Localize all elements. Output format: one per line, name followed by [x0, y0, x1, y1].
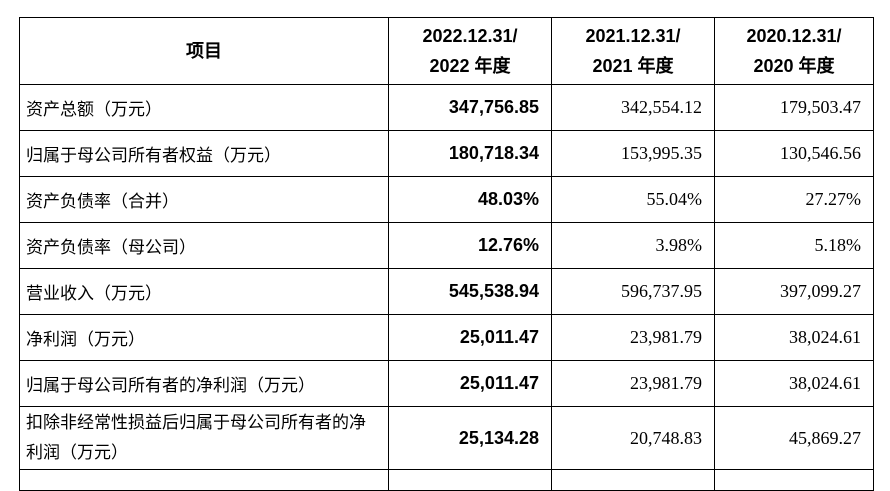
cell-value: 545,538.94: [388, 268, 552, 315]
header-2021: 2021.12.31/2021 年度: [551, 17, 715, 85]
empty-cell: [551, 469, 715, 491]
row-label: 资产总额（万元）: [19, 84, 389, 131]
cell-value: 25,011.47: [388, 314, 552, 361]
header-2020: 2020.12.31/2020 年度: [714, 17, 874, 85]
cell-value: 397,099.27: [714, 268, 874, 315]
row-label: 归属于母公司所有者权益（万元）: [19, 130, 389, 177]
cell-value: 130,546.56: [714, 130, 874, 177]
table-row: [19, 469, 874, 491]
cell-value: 48.03%: [388, 176, 552, 223]
row-label: 归属于母公司所有者的净利润（万元）: [19, 360, 389, 407]
row-label: 资产负债率（母公司）: [19, 222, 389, 269]
cell-value: 3.98%: [551, 222, 715, 269]
cell-value: 25,134.28: [388, 406, 552, 470]
cell-value: 180,718.34: [388, 130, 552, 177]
cell-value: 27.27%: [714, 176, 874, 223]
cell-value: 5.18%: [714, 222, 874, 269]
empty-cell: [714, 469, 874, 491]
financial-table: 项目 2022.12.31/2022 年度 2021.12.31/2021 年度…: [19, 17, 874, 491]
cell-value: 347,756.85: [388, 84, 552, 131]
cell-value: 342,554.12: [551, 84, 715, 131]
table-row: 资产负债率（母公司） 12.76% 3.98% 5.18%: [19, 222, 874, 269]
empty-cell: [19, 469, 389, 491]
table-row: 资产总额（万元） 347,756.85 342,554.12 179,503.47: [19, 84, 874, 131]
cell-value: 596,737.95: [551, 268, 715, 315]
cell-value: 25,011.47: [388, 360, 552, 407]
cell-value: 153,995.35: [551, 130, 715, 177]
cell-value: 38,024.61: [714, 360, 874, 407]
cell-value: 179,503.47: [714, 84, 874, 131]
header-item: 项目: [19, 17, 389, 85]
table-row: 净利润（万元） 25,011.47 23,981.79 38,024.61: [19, 314, 874, 361]
table-row: 资产负债率（合并） 48.03% 55.04% 27.27%: [19, 176, 874, 223]
row-label: 净利润（万元）: [19, 314, 389, 361]
table-row: 扣除非经常性损益后归属于母公司所有者的净利润（万元） 25,134.28 20,74…: [19, 406, 874, 470]
header-row: 项目 2022.12.31/2022 年度 2021.12.31/2021 年度…: [19, 17, 874, 85]
cell-value: 38,024.61: [714, 314, 874, 361]
table-row: 归属于母公司所有者的净利润（万元） 25,011.47 23,981.79 38,02…: [19, 360, 874, 407]
table-row: 营业收入（万元） 545,538.94 596,737.95 397,099.27: [19, 268, 874, 315]
row-label: 扣除非经常性损益后归属于母公司所有者的净利润（万元）: [19, 406, 389, 470]
row-label: 营业收入（万元）: [19, 268, 389, 315]
cell-value: 20,748.83: [551, 406, 715, 470]
row-label: 资产负债率（合并）: [19, 176, 389, 223]
cell-value: 23,981.79: [551, 360, 715, 407]
header-2022: 2022.12.31/2022 年度: [388, 17, 552, 85]
cell-value: 45,869.27: [714, 406, 874, 470]
table-row: 归属于母公司所有者权益（万元） 180,718.34 153,995.35 130,5…: [19, 130, 874, 177]
cell-value: 23,981.79: [551, 314, 715, 361]
cell-value: 12.76%: [388, 222, 552, 269]
empty-cell: [388, 469, 552, 491]
cell-value: 55.04%: [551, 176, 715, 223]
